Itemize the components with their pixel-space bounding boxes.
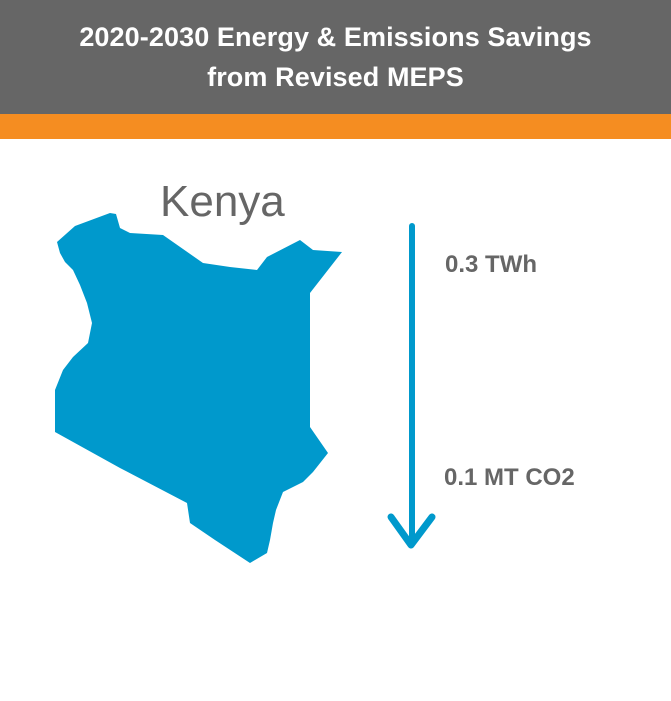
accent-bar [0,114,671,139]
title-line-2: from Revised MEPS [207,62,464,92]
energy-savings-value: 0.3 TWh [445,251,538,278]
header-banner: 2020-2030 Energy & Emissions Savings fro… [0,0,671,114]
emissions-savings-value: 0.1 MT CO2 [444,464,575,491]
country-label: Kenya [160,177,285,226]
title-line-1: 2020-2030 Energy & Emissions Savings [79,22,592,52]
